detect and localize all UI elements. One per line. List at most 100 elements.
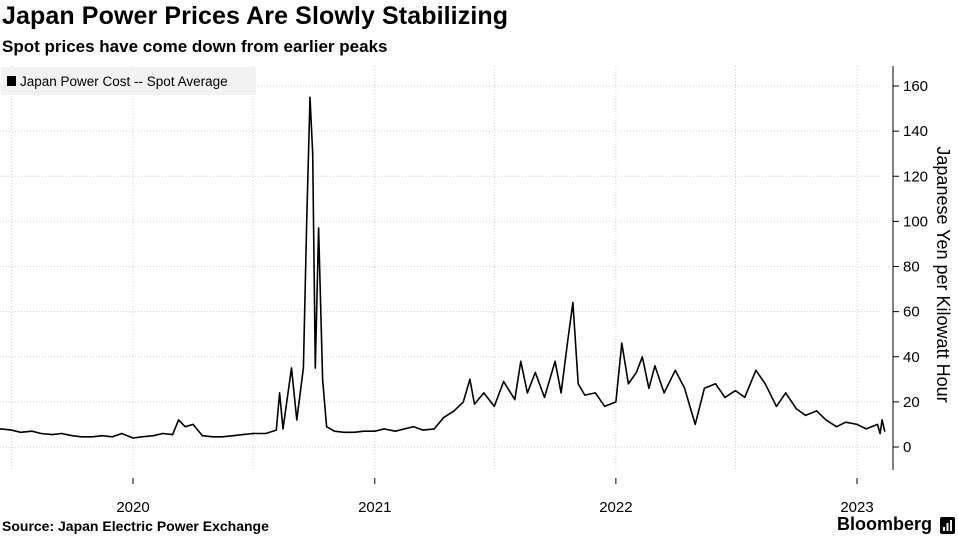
series-point [683,387,686,389]
series-point [879,432,881,435]
y-axis-label: Japanese Yen per Kilowatt Hour [933,146,953,402]
source-note: Source: Japan Electric Power Exchange [2,518,269,534]
series-point [212,436,214,438]
series-point [469,378,471,380]
series-point [296,419,298,421]
series-point [314,367,316,369]
series-point [663,392,665,394]
series-point [422,429,424,431]
series-point [394,430,396,432]
x-tick-label: 2020 [116,499,149,516]
chart-subtitle: Spot prices have come down from earlier … [2,37,388,56]
series-point [10,429,13,431]
series-point [755,369,757,371]
series-point [362,430,365,432]
series-point [282,428,284,430]
x-axis: 2020 2021 2022 2023 [116,478,874,516]
series-point [884,430,886,432]
series-point [0,428,2,430]
x-tick-label: 2022 [599,499,632,516]
series-point [374,430,376,432]
series-point [353,431,355,433]
series-point [111,436,114,438]
series-point [493,405,495,408]
series-point [333,430,336,432]
series-point [543,396,546,399]
series-point [764,383,766,385]
series-point [343,431,345,433]
series-point [192,423,194,426]
series-point [403,428,406,430]
series-point [534,371,536,374]
series-point [795,407,797,410]
y-axis: 0 20 40 60 80 100 120 140 160 [892,66,928,470]
series-point [442,417,445,419]
series-point [121,432,123,435]
series-point [627,383,630,385]
x-tick-label: 2023 [840,499,873,516]
series-point [641,356,643,358]
series-point [473,403,476,405]
series-point [453,410,455,412]
series-point [413,426,415,428]
series-point [567,340,569,342]
series-point [302,367,305,369]
series-point [744,396,746,399]
series-point [514,398,516,401]
series-point [502,380,505,383]
series-point [171,433,174,436]
series-point [80,436,83,438]
y-tick-label: 60 [903,304,920,321]
y-tick-label: 0 [903,439,911,456]
series-point [290,367,293,369]
series-point [865,428,867,430]
series-point [816,410,818,412]
series-point [520,360,522,362]
series-line-0 [0,96,886,439]
series-point [694,423,696,426]
series-point [325,426,328,428]
series-point [184,426,186,428]
series-point [383,428,385,430]
series-point [71,435,73,437]
series-point [92,436,94,438]
series-point [804,414,807,417]
series-point [635,371,638,374]
series-point [856,423,858,426]
series-point [141,436,143,438]
series-point [674,369,676,371]
series-point [317,227,320,229]
series-layer [0,96,886,439]
series-point [309,96,311,99]
series-point [604,405,606,408]
series-point [242,433,244,436]
legend-background [1,67,256,95]
series-point [876,423,879,426]
vertical-gridlines [10,66,858,470]
series-point [221,436,223,438]
legend: Japan Power Cost -- Spot Average [1,67,256,95]
series-point [526,392,529,394]
series-point [594,392,597,394]
series-point [40,432,42,435]
y-tick-label: 100 [903,213,928,230]
series-point [321,378,324,380]
series-point [462,401,464,403]
brand-name: Bloomberg [836,514,932,534]
series-point [20,431,22,433]
series-point [177,419,180,421]
y-tick-label: 160 [903,78,928,95]
series-point [252,432,254,435]
series-point [654,365,656,367]
series-point [648,387,650,389]
series-point [615,401,617,403]
series-point [201,435,204,437]
series-point [577,383,579,385]
series-point [554,360,556,362]
bloomberg-terminal-icon [940,517,955,534]
y-tick-label: 40 [903,349,920,366]
y-tick-label: 120 [903,168,928,185]
x-tick-label: 2021 [358,499,391,516]
series-point [775,405,778,408]
